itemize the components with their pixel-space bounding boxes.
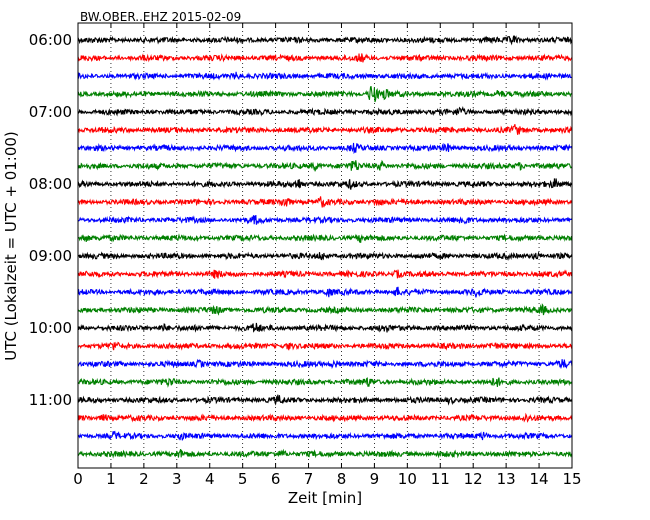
- plot-frame: [77, 22, 573, 469]
- trace-1000: [77, 322, 573, 333]
- x-tick-label: 9: [370, 470, 380, 488]
- trace-1115: [77, 412, 573, 423]
- trace-0800: [77, 178, 573, 190]
- trace-0615: [77, 53, 573, 63]
- x-tick-label: 7: [304, 470, 314, 488]
- x-tick-label: 3: [172, 470, 182, 488]
- x-tick-label: 0: [73, 470, 83, 488]
- trace-0815: [77, 196, 573, 208]
- trace-0715: [77, 124, 573, 135]
- trace-rows: [77, 35, 573, 459]
- x-tick-label: 8: [337, 470, 347, 488]
- x-tick-label: 6: [271, 470, 281, 488]
- trace-0745: [77, 159, 573, 172]
- trace-1030: [77, 358, 573, 370]
- x-axis-label: Zeit [min]: [288, 489, 362, 507]
- x-tick-label: 1: [106, 470, 116, 488]
- trace-1100: [77, 394, 573, 406]
- trace-1015: [77, 341, 573, 351]
- chart-title: BW.OBER..EHZ 2015-02-09: [80, 10, 241, 24]
- x-tick-label: 13: [497, 470, 516, 488]
- x-tick-label: 12: [464, 470, 483, 488]
- y-tick-label: 09:00: [29, 247, 72, 265]
- trace-1045: [77, 377, 573, 388]
- y-tick-label: 11:00: [29, 391, 72, 409]
- trace-0730: [77, 142, 573, 155]
- trace-0930: [77, 286, 573, 298]
- y-tick-label: 07:00: [29, 103, 72, 121]
- trace-0700: [77, 105, 573, 117]
- trace-1145: [77, 448, 573, 459]
- trace-0645: [77, 86, 573, 103]
- trace-0600: [77, 35, 573, 46]
- x-tick-label: 11: [431, 470, 450, 488]
- trace-0845: [77, 233, 573, 243]
- trace-0830: [77, 214, 573, 225]
- trace-0630: [77, 71, 573, 81]
- y-axis-ticks: 06:00 07:00 08:00 09:00 10:00 11:00: [29, 31, 572, 409]
- x-tick-label: 14: [530, 470, 549, 488]
- x-tick-label: 4: [205, 470, 215, 488]
- trace-0900: [77, 251, 573, 261]
- trace-0915: [77, 269, 573, 279]
- y-axis-label: UTC (Lokalzeit = UTC + 01:00): [2, 131, 20, 361]
- x-tick-label: 5: [238, 470, 248, 488]
- x-tick-label: 10: [398, 470, 417, 488]
- trace-0945: [77, 303, 573, 316]
- trace-1130: [77, 430, 573, 441]
- x-tick-label: 15: [562, 470, 581, 488]
- x-axis-ticks: 0 1 2 3 4 5 6 7 8 9 10 11 12 13 14 15: [73, 23, 582, 488]
- y-tick-label: 06:00: [29, 31, 72, 49]
- y-tick-label: 08:00: [29, 175, 72, 193]
- y-tick-label: 10:00: [29, 319, 72, 337]
- x-tick-label: 2: [139, 470, 149, 488]
